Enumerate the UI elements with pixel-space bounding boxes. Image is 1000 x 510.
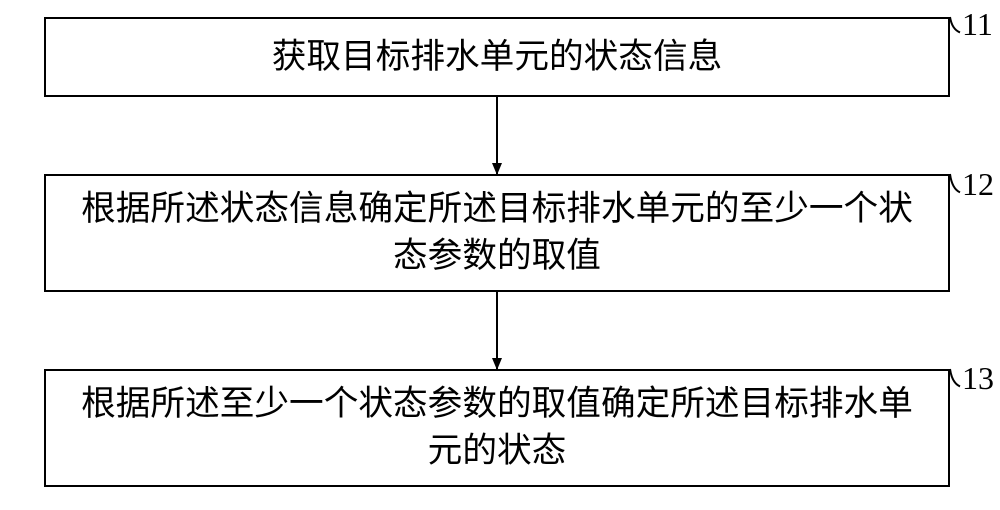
flow-step-text: 根据所述至少一个状态参数的取值确定所述目标排水单元的状态 [66,381,928,475]
step-label-1: 11 [962,6,993,43]
flow-step-text: 获取目标排水单元的状态信息 [272,34,723,81]
step-label-2: 12 [962,166,994,203]
flowchart-canvas: 获取目标排水单元的状态信息根据所述状态信息确定所述目标排水单元的至少一个状态参数… [0,0,1000,510]
flow-step-3: 根据所述至少一个状态参数的取值确定所述目标排水单元的状态 [44,369,950,487]
flow-step-1: 获取目标排水单元的状态信息 [44,17,950,97]
step-label-3: 13 [962,360,994,397]
flow-step-text: 根据所述状态信息确定所述目标排水单元的至少一个状态参数的取值 [66,186,928,280]
flow-step-2: 根据所述状态信息确定所述目标排水单元的至少一个状态参数的取值 [44,174,950,292]
